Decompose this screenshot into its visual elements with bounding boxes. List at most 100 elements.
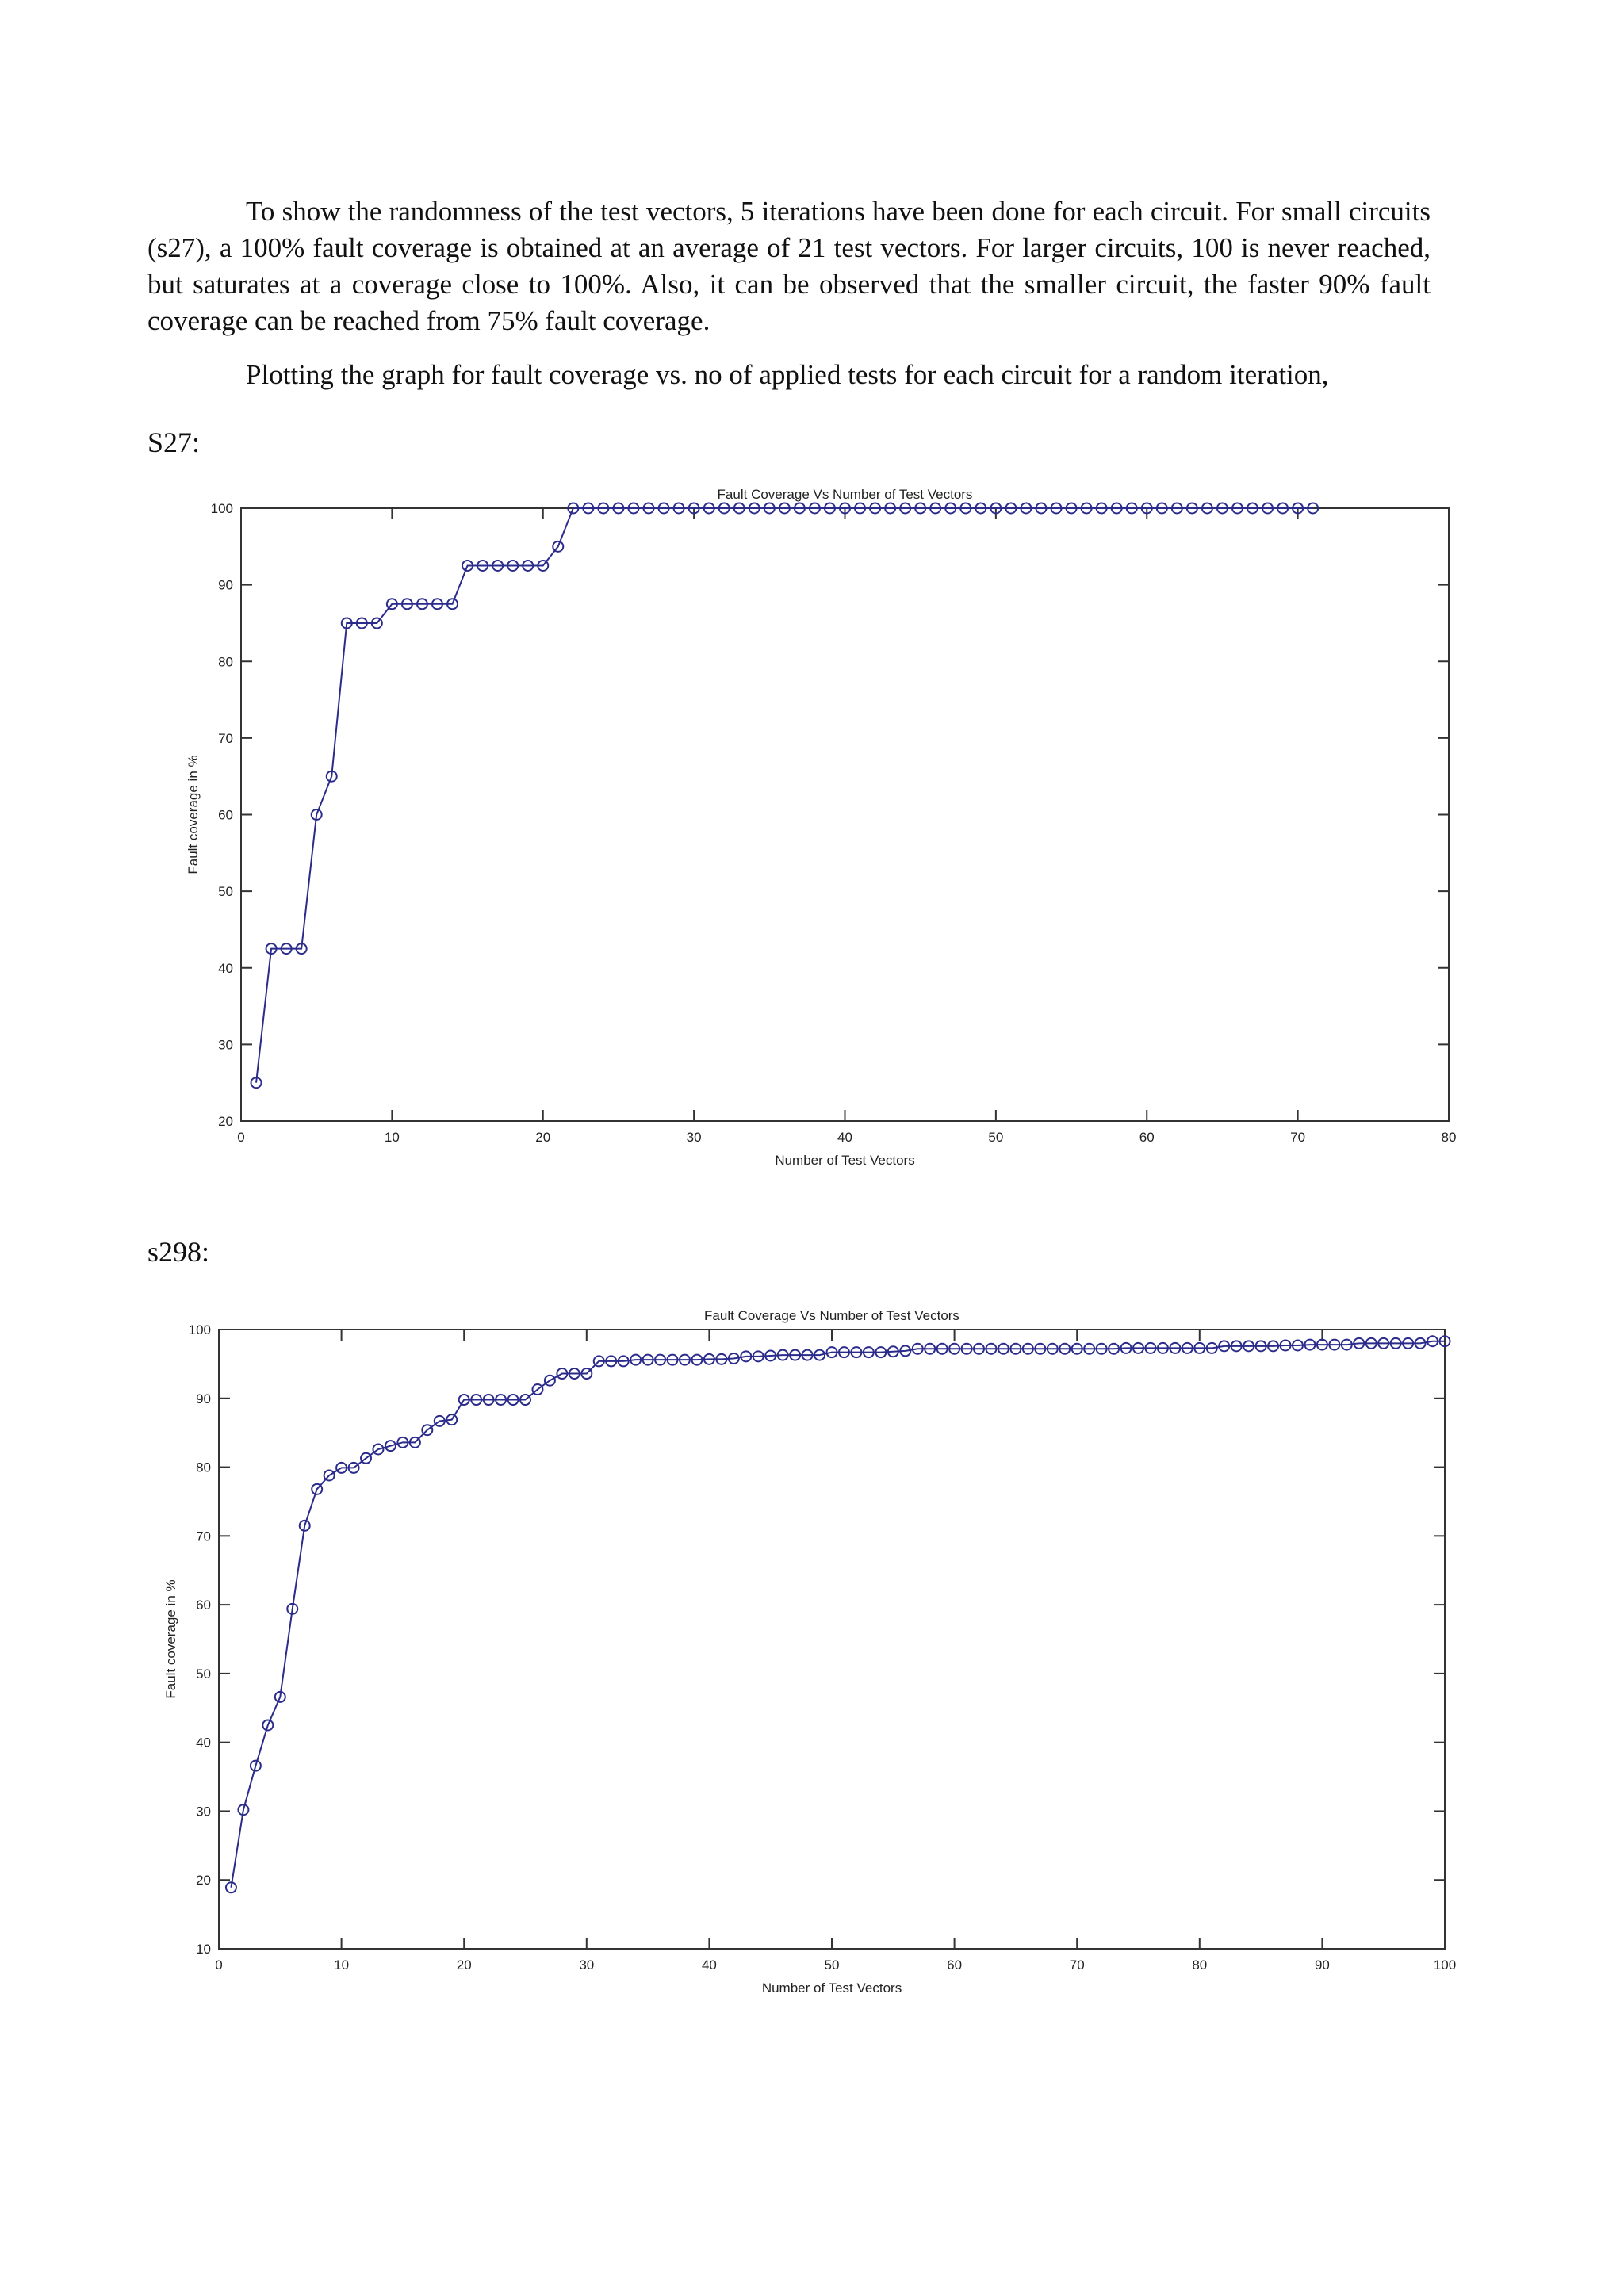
data-point <box>1065 502 1078 515</box>
data-point <box>298 1519 311 1532</box>
x-tick-label: 60 <box>1139 1130 1155 1145</box>
data-point <box>280 943 293 955</box>
data-point <box>458 1394 470 1406</box>
chart-title: Fault Coverage Vs Number of Test Vectors <box>718 487 973 502</box>
data-point <box>914 502 927 515</box>
data-point <box>552 540 565 553</box>
data-point <box>340 617 353 629</box>
data-point <box>1050 502 1063 515</box>
data-point <box>869 502 882 515</box>
data-point <box>1231 502 1243 515</box>
x-tick-label: 10 <box>385 1130 400 1145</box>
data-point <box>249 1759 262 1772</box>
data-point <box>568 1368 580 1380</box>
data-point <box>1185 502 1198 515</box>
data-point <box>1216 502 1228 515</box>
data-point <box>507 1394 519 1406</box>
data-point <box>482 1394 495 1406</box>
data-point <box>1035 502 1048 515</box>
data-point <box>1292 502 1304 515</box>
data-point <box>1120 1341 1132 1354</box>
data-point <box>325 770 338 783</box>
y-tick-label: 100 <box>211 501 233 516</box>
data-point <box>666 1353 679 1366</box>
data-point <box>335 1461 348 1474</box>
x-tick-label: 0 <box>215 1957 222 1973</box>
data-point <box>1201 502 1213 515</box>
data-point <box>1377 1337 1390 1349</box>
data-point <box>617 1355 630 1368</box>
data-point <box>727 1352 740 1364</box>
data-point <box>990 502 1002 515</box>
data-point <box>929 502 942 515</box>
data-point <box>1291 1339 1304 1352</box>
data-point <box>1071 1342 1083 1355</box>
data-point <box>801 1349 814 1361</box>
data-point <box>1009 1342 1022 1355</box>
data-point <box>522 559 534 572</box>
data-point <box>592 1355 605 1368</box>
data-point <box>1389 1337 1402 1349</box>
heading-s298: s298: <box>147 1236 210 1268</box>
data-point <box>985 1342 998 1355</box>
data-point <box>1140 502 1153 515</box>
data-point <box>1046 1342 1059 1355</box>
y-tick-label: 100 <box>189 1322 211 1337</box>
data-point <box>776 1349 789 1361</box>
data-point <box>911 1342 924 1355</box>
series-line <box>230 1340 1445 1888</box>
data-point <box>718 502 730 515</box>
data-point <box>814 1349 826 1361</box>
data-point <box>657 502 670 515</box>
data-point <box>1155 502 1168 515</box>
data-point <box>678 1353 691 1366</box>
x-tick-label: 50 <box>988 1130 1003 1145</box>
chart-s298: 0 10 20 30 40 50 60 70 80 90 100 10 20 30 40 50 60 70 80 90… <box>163 1308 1456 1996</box>
y-tick-label: 50 <box>196 1667 211 1682</box>
data-point <box>237 1804 250 1816</box>
data-point <box>1304 1338 1316 1351</box>
data-point <box>789 1349 802 1361</box>
data-point <box>703 502 715 515</box>
data-point <box>837 1346 850 1359</box>
data-point <box>1230 1340 1243 1353</box>
data-point <box>567 502 580 515</box>
data-point <box>703 1353 715 1365</box>
data-point <box>531 1383 544 1395</box>
data-point <box>763 502 776 515</box>
x-tick-label: 100 <box>1434 1957 1456 1973</box>
data-point <box>973 1342 986 1355</box>
data-point <box>400 598 413 610</box>
data-point <box>850 1346 863 1359</box>
data-point <box>740 1350 753 1363</box>
x-tick-label: 80 <box>1442 1130 1457 1145</box>
data-point <box>642 502 655 515</box>
x-tick-label: 40 <box>837 1130 852 1145</box>
data-point <box>1340 1338 1353 1351</box>
data-point <box>975 502 987 515</box>
data-point <box>825 1346 838 1359</box>
data-point <box>1059 1342 1071 1355</box>
data-point <box>899 502 912 515</box>
x-tick-label: 70 <box>1290 1130 1305 1145</box>
data-point <box>384 1440 396 1452</box>
data-point <box>960 1342 973 1355</box>
data-point <box>470 1394 483 1406</box>
data-point <box>462 559 474 572</box>
y-tick-label: 60 <box>196 1598 211 1613</box>
data-point <box>507 559 519 572</box>
data-point <box>433 1414 446 1427</box>
data-point <box>1170 502 1183 515</box>
data-point <box>808 502 821 515</box>
data-point <box>1279 1339 1292 1352</box>
x-axis-label: Number of Test Vectors <box>775 1153 914 1168</box>
data-point <box>543 1374 556 1387</box>
data-point <box>612 502 625 515</box>
data-point <box>1353 1337 1365 1349</box>
data-point <box>421 1424 434 1437</box>
x-axis-label: Number of Test Vectors <box>762 1980 902 1996</box>
body-text: To show the randomness of the test vecto… <box>147 193 1431 411</box>
y-tick-label: 40 <box>218 961 233 976</box>
data-point <box>372 1443 385 1456</box>
x-tick-label: 90 <box>1315 1957 1330 1973</box>
